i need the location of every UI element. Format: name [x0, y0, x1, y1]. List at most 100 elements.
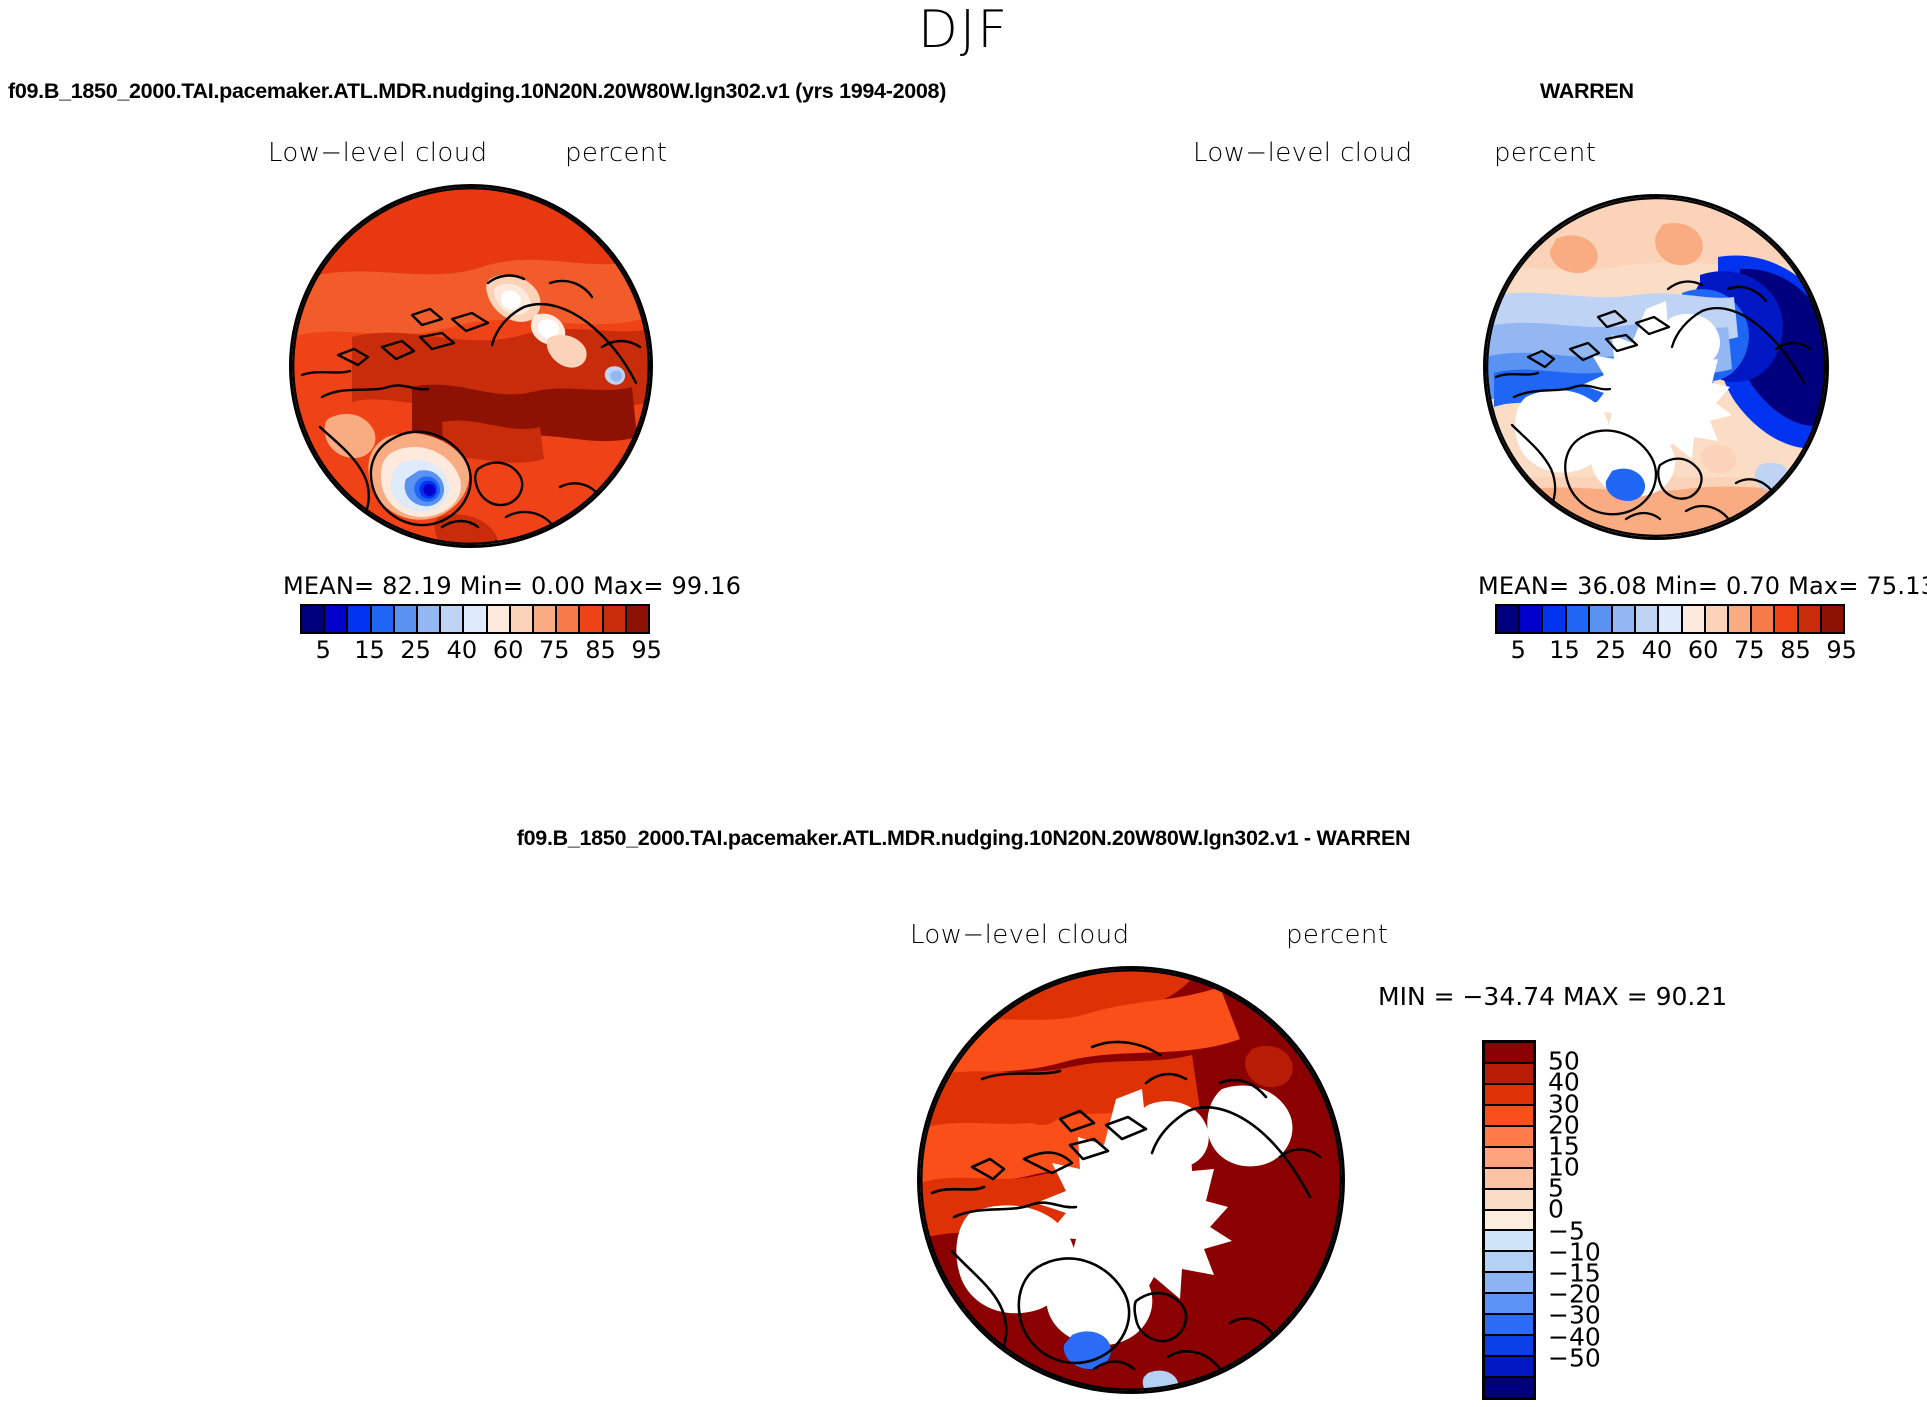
- colorbar-cell: [1485, 1147, 1533, 1169]
- colorbar-cell: [1485, 1063, 1533, 1085]
- colorbar-tick: −20: [1548, 1279, 1601, 1309]
- colorbar-cell: [1613, 606, 1637, 632]
- colorbar-cell: [1705, 606, 1730, 632]
- colorbar-cell: [1821, 606, 1844, 632]
- colorbar-tick: 60: [492, 636, 524, 664]
- colorbar-tick: 20: [1548, 1110, 1580, 1140]
- colorbar-cell: [626, 606, 649, 632]
- obs-panel-title: WARREN: [1540, 79, 1634, 103]
- colorbar-tick: 0: [1548, 1194, 1564, 1224]
- model-map[interactable]: [289, 184, 653, 548]
- obs-colorbar-ticks: 5 15 25 40 60 75 85 95: [1495, 636, 1857, 666]
- colorbar-cell: [1659, 606, 1683, 632]
- colorbar-cell: [1485, 1231, 1533, 1253]
- colorbar-cell: [418, 606, 442, 632]
- colorbar-cell: [1798, 606, 1822, 632]
- colorbar-cell: [464, 606, 488, 632]
- colorbar-cell: [1485, 1273, 1533, 1295]
- colorbar-cell: [1752, 606, 1776, 632]
- colorbar-tick: 95: [631, 636, 662, 664]
- colorbar-cell: [1485, 1294, 1533, 1316]
- colorbar-tick: 60: [1687, 636, 1719, 664]
- colorbar-cell: [302, 606, 326, 632]
- colorbar-cell: [1485, 1168, 1533, 1190]
- colorbar-cell: [371, 606, 395, 632]
- model-units-label: percent: [565, 138, 668, 168]
- difference-units-label: percent: [1286, 920, 1389, 950]
- colorbar-cell: [1485, 1105, 1533, 1127]
- colorbar-tick: −10: [1548, 1237, 1601, 1267]
- colorbar-cell: [1485, 1357, 1533, 1378]
- colorbar-cell: [1566, 606, 1590, 632]
- model-map-graphic: [292, 187, 650, 545]
- colorbar-tick: −40: [1548, 1322, 1601, 1351]
- colorbar-cell: [1485, 1126, 1533, 1148]
- colorbar-cell: [1485, 1336, 1533, 1358]
- colorbar-cell: [1497, 606, 1521, 632]
- difference-minmax: MIN = −34.74 MAX = 90.21: [1378, 982, 1728, 1011]
- obs-units-label: percent: [1494, 138, 1597, 168]
- colorbar-cell: [1729, 606, 1753, 632]
- difference-colorbar[interactable]: [1482, 1040, 1536, 1400]
- colorbar-cell: [394, 606, 419, 632]
- colorbar-tick: 75: [539, 636, 570, 664]
- colorbar-tick: 40: [1641, 636, 1673, 664]
- colorbar-tick: 25: [400, 636, 431, 664]
- obs-map[interactable]: [1483, 194, 1829, 540]
- colorbar-tick: −5: [1548, 1216, 1585, 1246]
- colorbar-cell: [348, 606, 372, 632]
- model-colorbar[interactable]: [300, 604, 650, 634]
- colorbar-cell: [325, 606, 349, 632]
- colorbar-tick: 40: [1548, 1067, 1580, 1097]
- colorbar-cell: [1485, 1084, 1533, 1106]
- obs-variable-label: Low−level cloud: [1193, 138, 1413, 168]
- difference-variable-label: Low−level cloud: [910, 920, 1130, 950]
- colorbar-cell: [1485, 1043, 1533, 1064]
- colorbar-tick: −30: [1548, 1300, 1601, 1330]
- colorbar-cell: [1589, 606, 1614, 632]
- colorbar-cell: [441, 606, 465, 632]
- colorbar-tick: 25: [1595, 636, 1626, 664]
- colorbar-tick: 15: [354, 636, 385, 664]
- colorbar-tick: 40: [446, 636, 478, 664]
- colorbar-cell: [1520, 606, 1544, 632]
- colorbar-cell: [1775, 606, 1799, 632]
- colorbar-cell: [487, 606, 511, 632]
- colorbar-cell: [1682, 606, 1706, 632]
- colorbar-cell: [534, 606, 558, 632]
- model-stats: MEAN= 82.19 Min= 0.00 Max= 99.16: [283, 572, 742, 600]
- colorbar-cell: [1485, 1252, 1533, 1274]
- colorbar-cell: [1543, 606, 1567, 632]
- colorbar-tick: 5: [1548, 1173, 1564, 1203]
- colorbar-tick: 85: [585, 636, 616, 664]
- colorbar-tick: 95: [1826, 636, 1857, 664]
- colorbar-cell: [1485, 1210, 1533, 1232]
- difference-panel-title: f09.B_1850_2000.TAI.pacemaker.ATL.MDR.nu…: [516, 826, 1411, 850]
- difference-map-graphic: [920, 969, 1342, 1391]
- model-panel-title: f09.B_1850_2000.TAI.pacemaker.ATL.MDR.nu…: [8, 79, 947, 103]
- colorbar-tick: 5: [1510, 636, 1526, 664]
- colorbar-cell: [603, 606, 627, 632]
- colorbar-tick: 85: [1780, 636, 1811, 664]
- colorbar-cell: [557, 606, 581, 632]
- season-title: DJF: [917, 0, 1010, 60]
- colorbar-cell: [510, 606, 535, 632]
- colorbar-cell: [1485, 1189, 1533, 1211]
- colorbar-tick: 30: [1548, 1089, 1580, 1118]
- colorbar-cell: [580, 606, 604, 632]
- colorbar-tick: 75: [1734, 636, 1765, 664]
- difference-map[interactable]: [917, 966, 1345, 1394]
- obs-colorbar[interactable]: [1495, 604, 1845, 634]
- colorbar-tick: 15: [1548, 1131, 1580, 1161]
- colorbar-tick: 5: [315, 636, 331, 664]
- model-variable-label: Low−level cloud: [268, 138, 488, 168]
- colorbar-tick: 15: [1549, 636, 1580, 664]
- model-colorbar-ticks: 5 15 25 40 60 75 85 95: [300, 636, 662, 666]
- obs-stats: MEAN= 36.08 Min= 0.70 Max= 75.13: [1478, 572, 1927, 600]
- colorbar-cell: [1485, 1315, 1533, 1337]
- colorbar-cell: [1485, 1378, 1533, 1397]
- colorbar-cell: [1636, 606, 1660, 632]
- colorbar-tick: 10: [1548, 1152, 1580, 1182]
- colorbar-tick: 50: [1548, 1046, 1580, 1076]
